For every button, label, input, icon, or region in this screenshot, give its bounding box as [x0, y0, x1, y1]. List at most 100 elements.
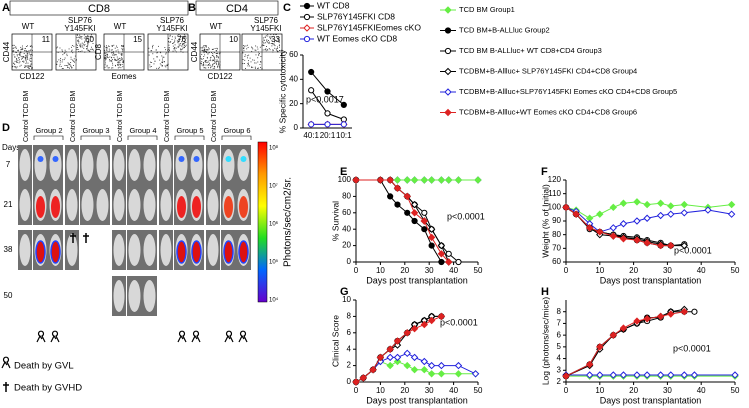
- flow-dot: [105, 54, 107, 56]
- marker: [704, 206, 712, 214]
- plot-label: WT: [210, 22, 223, 31]
- marker: [403, 361, 411, 370]
- flow-dot: [207, 49, 209, 51]
- flow-dot: [71, 49, 73, 51]
- marker: [572, 210, 580, 218]
- marker: [667, 210, 675, 218]
- flow-dot: [216, 63, 218, 65]
- flow-dot: [110, 49, 112, 51]
- flow-dot: [27, 57, 29, 59]
- flow-dot: [178, 38, 179, 40]
- flow-dot: [208, 47, 209, 49]
- flow-dot: [270, 38, 272, 40]
- flow-dot: [117, 67, 119, 69]
- flow-dot: [29, 57, 31, 59]
- flow-dot: [258, 67, 260, 69]
- flow-dot: [243, 47, 245, 49]
- flow-dot: [66, 53, 68, 55]
- column-label: Control TCD BM: [70, 91, 77, 142]
- flow-dot: [29, 50, 31, 52]
- flow-dot: [106, 54, 108, 56]
- flow-dot: [185, 37, 187, 39]
- flow-dot: [247, 63, 249, 65]
- marker: [403, 329, 411, 337]
- flow-dot: [211, 48, 213, 50]
- flow-dot: [214, 57, 215, 59]
- flow-dot: [244, 56, 246, 57]
- marker: [393, 184, 402, 192]
- flow-dot: [73, 60, 75, 62]
- flow-dot: [178, 43, 180, 45]
- flow-dot: [263, 39, 265, 41]
- flow-dot: [251, 47, 253, 49]
- flow-dot: [90, 48, 92, 50]
- flow-dot: [218, 62, 219, 64]
- flow-dot: [113, 53, 115, 55]
- flow-dot: [216, 55, 218, 57]
- flow-dot: [20, 64, 22, 66]
- marker: [393, 337, 402, 345]
- mouse: [207, 149, 219, 181]
- flow-dot: [111, 60, 113, 62]
- flow-dot: [57, 51, 59, 53]
- mouse: [222, 149, 235, 181]
- flow-dot: [21, 45, 23, 47]
- flow-dot: [87, 45, 89, 47]
- x-tick-label: 50: [474, 386, 483, 395]
- marker: [596, 343, 604, 351]
- flow-dot: [246, 48, 248, 50]
- flow-dot: [116, 60, 118, 62]
- marker: [303, 2, 311, 10]
- flow-dot: [15, 67, 17, 69]
- y-tick-label: 60: [289, 50, 298, 59]
- flow-dot: [122, 45, 124, 47]
- flow-dot: [257, 48, 259, 50]
- flow-dot: [163, 56, 165, 58]
- flow-dot: [259, 46, 261, 48]
- flow-dot: [113, 53, 114, 55]
- flow-dot: [122, 66, 124, 68]
- flow-dot: [119, 62, 121, 64]
- flow-dot: [88, 50, 90, 52]
- annotation: p<0.0001: [447, 211, 485, 221]
- marker: [633, 317, 641, 325]
- axis-label: CD122: [208, 72, 233, 81]
- row-header: Days: [2, 143, 20, 152]
- flow-dot: [260, 61, 262, 63]
- flow-dot: [25, 58, 27, 60]
- flow-dot: [216, 60, 218, 62]
- flow-dot: [272, 38, 274, 40]
- marker: [437, 370, 446, 378]
- flow-dot: [278, 37, 280, 39]
- flow-dot: [63, 52, 65, 54]
- plot-label: WT: [114, 22, 127, 31]
- marker: [420, 365, 429, 374]
- marker: [352, 378, 360, 386]
- flow-dot: [79, 36, 81, 38]
- flow-dot: [207, 65, 209, 67]
- flow-dot: [122, 62, 124, 63]
- flow-dot: [121, 49, 123, 50]
- flow-dot: [154, 60, 156, 62]
- flow-dot: [272, 49, 273, 51]
- flow-dot: [246, 55, 248, 57]
- flow-dot: [29, 64, 31, 66]
- y-tick-label: 10: [342, 295, 351, 304]
- flow-dot: [105, 62, 107, 64]
- flow-dot: [203, 45, 205, 47]
- flow-dot: [105, 59, 107, 60]
- flow-dot: [247, 46, 249, 48]
- flow-dot: [83, 37, 85, 39]
- flow-dot: [257, 67, 259, 69]
- flow-dot: [73, 58, 75, 60]
- flow-dot: [63, 59, 65, 61]
- flow-dot: [67, 67, 69, 68]
- flow-dot: [60, 59, 62, 61]
- flow-dot: [200, 62, 202, 64]
- flow-dot: [207, 53, 209, 55]
- flow-dot: [25, 57, 27, 58]
- flow-dot: [274, 41, 276, 43]
- flow-dot: [19, 59, 20, 61]
- flow-dot: [77, 47, 79, 48]
- flow-dot: [65, 65, 67, 66]
